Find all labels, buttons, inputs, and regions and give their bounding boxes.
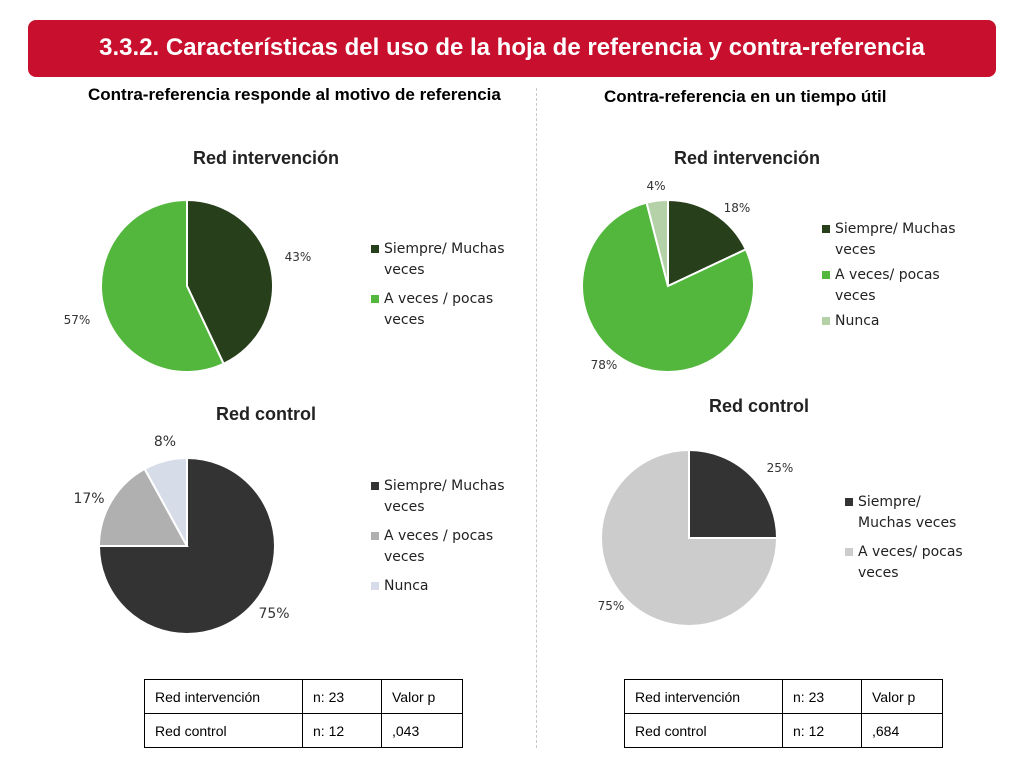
banner-title: 3.3.2. Características del uso de la hoj… [99,34,925,61]
chart-right-intervencion: Red intervención 18% 78% 4% Siempre/ Muchas v… [537,140,1024,400]
legend-entry: A veces/ pocas veces [858,544,963,581]
legend-entry: Nunca [384,578,429,594]
data-label: 43% [285,250,312,264]
legend-entry: Nunca [835,313,880,329]
stats-table-right: Red intervención n: 23 Valor p Red contr… [624,679,943,748]
legend-entry: Siempre/ Muchas veces [384,241,505,278]
pie-slice [143,456,188,547]
right-section-title: Contra-referencia en un tiempo útil [604,87,887,106]
data-label: 17% [73,491,104,507]
data-label: 78% [591,358,618,372]
legend-swatch [371,295,379,303]
legend-swatch [822,271,830,279]
legend-swatch [822,225,830,233]
table-cell: Valor p [861,679,943,714]
section-divider [536,88,537,748]
pie-slice [688,448,779,539]
table-cell: ,684 [861,713,943,748]
legend-swatch [845,498,853,506]
stats-table-left: Red intervención n: 23 Valor p Red contr… [144,679,463,748]
data-label: 57% [64,313,91,327]
table-cell: Red control [624,713,783,748]
legend-entry: A veces/ pocas veces [835,267,940,304]
table-cell: n: 23 [302,679,382,714]
pie-slice [100,198,225,373]
legend-entry: Siempre/ Muchas veces [835,221,956,258]
legend-swatch [371,245,379,253]
pie-slice [600,448,779,627]
header-banner: 3.3.2. Características del uso de la hoj… [28,20,996,77]
table-row: Red intervención n: 23 Valor p [144,679,463,714]
legend-swatch [371,582,379,590]
legend-entry: Siempre/Muchas veces [858,494,956,531]
table-cell: n: 23 [782,679,862,714]
data-label: 75% [258,606,289,622]
table-cell: n: 12 [782,713,862,748]
chart-title: Red intervención [674,148,820,168]
table-cell: n: 12 [302,713,382,748]
pie-slice [97,467,189,547]
pie-slice [186,198,275,366]
data-label: 75% [598,599,625,613]
chart-left-control: Red control 75% 17% 8% Siempre/ Muchas veces A… [0,398,536,658]
pie-slice [667,198,748,288]
data-label: 18% [724,201,751,215]
data-label: 25% [767,461,794,475]
legend-swatch [845,548,853,556]
table-cell: Red control [144,713,303,748]
table-cell: Valor p [381,679,463,714]
legend-swatch [822,317,830,325]
chart-left-intervencion: Red intervención 43% 57% Siempre/ Muchas vec… [0,140,536,400]
chart-title: Red intervención [193,148,339,168]
legend-entry: A veces / pocas veces [384,291,493,328]
table-cell: Red intervención [144,679,303,714]
legend-entry: Siempre/ Muchas veces [384,478,505,515]
table-row: Red control n: 12 ,043 [144,713,463,748]
chart-title: Red control [709,396,809,416]
table-cell: Red intervención [624,679,783,714]
pie-slice [645,198,669,287]
chart-title: Red control [216,404,316,424]
data-label: 8% [154,434,176,450]
legend-swatch [371,482,379,490]
table-row: Red control n: 12 ,684 [624,713,943,748]
chart-right-control: Red control 25% 75% Siempre/Muchas veces A v… [537,390,1024,650]
left-section-title: Contra-referencia responde al motivo de … [88,85,501,104]
table-row: Red intervención n: 23 Valor p [624,679,943,714]
legend-swatch [371,532,379,540]
table-cell: ,043 [381,713,463,748]
legend-entry: A veces / pocas veces [384,528,493,565]
data-label: 4% [646,179,665,193]
pie-slice [581,201,756,373]
